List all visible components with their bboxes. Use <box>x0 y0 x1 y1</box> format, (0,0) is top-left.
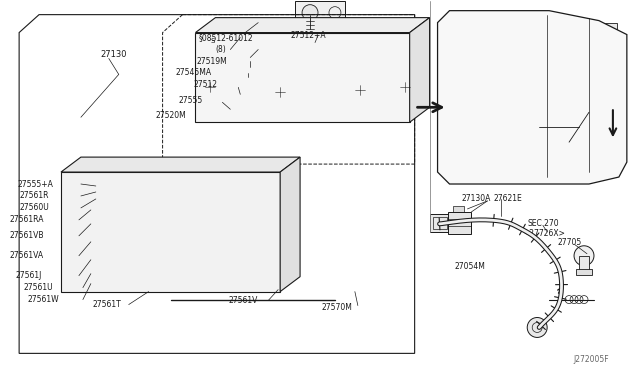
Circle shape <box>241 183 269 211</box>
Text: 27512: 27512 <box>193 80 218 89</box>
Polygon shape <box>280 157 300 292</box>
Text: 27561R: 27561R <box>19 192 49 201</box>
Bar <box>350 84 404 114</box>
Bar <box>460 28 497 48</box>
Text: (8): (8) <box>216 45 226 54</box>
Polygon shape <box>195 33 410 122</box>
Bar <box>501 28 539 48</box>
Bar <box>429 214 449 232</box>
Text: 27130A: 27130A <box>461 195 491 203</box>
Text: 27512+A: 27512+A <box>290 31 326 40</box>
Bar <box>109 187 238 209</box>
Circle shape <box>574 246 594 266</box>
Text: 27561U: 27561U <box>23 283 52 292</box>
Text: SEC.270: SEC.270 <box>527 219 559 228</box>
Bar <box>109 213 125 227</box>
Text: 27555+A: 27555+A <box>17 180 53 189</box>
Bar <box>63 259 278 272</box>
Text: S: S <box>210 38 214 44</box>
Text: 27621E: 27621E <box>493 195 522 203</box>
Bar <box>220 200 229 209</box>
Bar <box>131 213 148 227</box>
Bar <box>232 200 241 209</box>
Text: 27561J: 27561J <box>15 271 42 280</box>
Bar <box>295 1 345 23</box>
Text: 27561V: 27561V <box>228 296 258 305</box>
Bar <box>218 213 236 227</box>
Circle shape <box>209 44 231 65</box>
Text: 27555: 27555 <box>179 96 203 105</box>
Bar <box>452 206 465 212</box>
Text: 27519M: 27519M <box>196 57 227 66</box>
Text: 27561W: 27561W <box>27 295 59 304</box>
Text: 27561RA: 27561RA <box>9 215 44 224</box>
Text: 27520M: 27520M <box>156 111 186 120</box>
Text: 27561T: 27561T <box>93 300 122 309</box>
Bar <box>576 269 592 275</box>
Circle shape <box>216 51 241 77</box>
Text: 27545MA: 27545MA <box>175 68 212 77</box>
Bar <box>63 239 278 252</box>
Bar <box>579 256 589 272</box>
Text: 27561VB: 27561VB <box>9 231 44 240</box>
Circle shape <box>302 5 318 20</box>
Bar <box>456 20 545 52</box>
Bar <box>175 213 191 227</box>
Text: 27570M: 27570M <box>322 303 353 312</box>
Bar <box>200 84 255 114</box>
Circle shape <box>374 44 396 65</box>
Bar <box>456 57 495 94</box>
Bar <box>196 213 213 227</box>
Text: 27560U: 27560U <box>19 203 49 212</box>
Circle shape <box>329 42 351 64</box>
Polygon shape <box>410 17 429 122</box>
Text: <27726X>: <27726X> <box>524 229 565 238</box>
Bar <box>256 200 265 209</box>
Polygon shape <box>61 172 280 292</box>
Text: J272005F: J272005F <box>573 355 609 364</box>
Polygon shape <box>447 212 472 234</box>
Bar <box>433 217 447 229</box>
Text: 27561VA: 27561VA <box>9 251 44 260</box>
Bar <box>290 84 345 114</box>
Text: 27130: 27130 <box>101 50 127 59</box>
Text: §08512-61012: §08512-61012 <box>198 33 253 42</box>
Text: 27054M: 27054M <box>454 262 485 271</box>
Polygon shape <box>61 157 300 172</box>
Bar <box>549 23 617 62</box>
Circle shape <box>254 39 276 61</box>
Text: 27705: 27705 <box>557 238 581 247</box>
Bar <box>460 62 490 90</box>
Circle shape <box>72 183 100 211</box>
Bar <box>152 213 170 227</box>
Polygon shape <box>438 11 627 184</box>
Circle shape <box>527 318 547 337</box>
Bar <box>63 279 278 292</box>
Bar <box>244 200 253 209</box>
Bar <box>456 98 555 144</box>
Polygon shape <box>195 17 429 33</box>
